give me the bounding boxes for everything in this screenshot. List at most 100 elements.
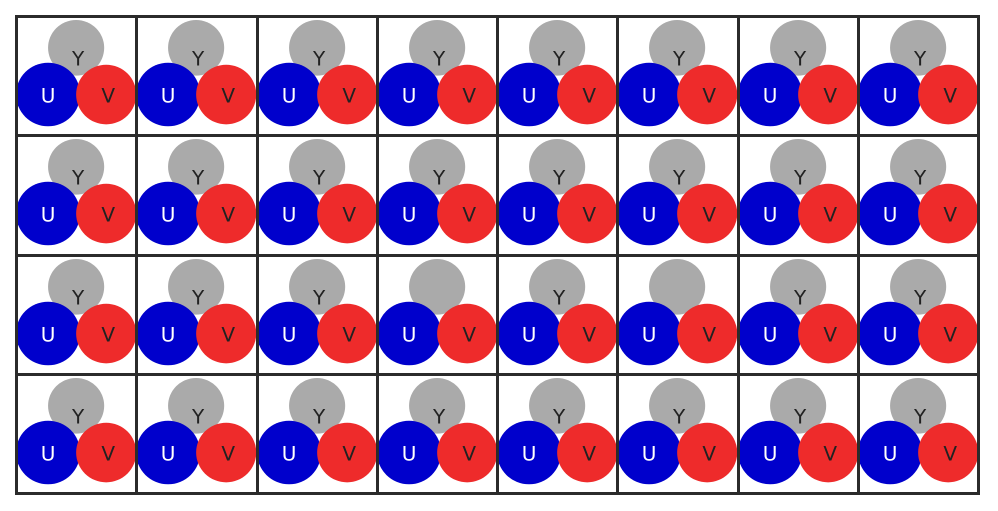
v-circle <box>316 422 376 483</box>
y-label: Y <box>312 285 326 309</box>
v-circle <box>76 422 136 483</box>
v-circle <box>196 183 256 244</box>
u-label: U <box>41 203 56 227</box>
v-label: V <box>342 203 356 227</box>
y-circle <box>408 19 465 76</box>
y-label: Y <box>71 285 85 309</box>
u-circle <box>258 301 321 365</box>
y-label: Y <box>793 47 807 71</box>
yuv-diagram: YU V <box>18 19 136 127</box>
yuv-diagram: YU V <box>859 19 977 127</box>
y-label: Y <box>672 166 686 190</box>
yuv-diagram: YU V <box>619 377 737 485</box>
u-circle <box>619 301 682 365</box>
v-label: V <box>703 322 717 346</box>
u-label: U <box>642 322 657 346</box>
v-label: V <box>101 322 115 346</box>
v-circle <box>76 64 136 125</box>
u-circle <box>739 301 802 365</box>
u-label: U <box>161 84 176 108</box>
v-circle <box>677 64 737 125</box>
u-circle <box>619 420 682 485</box>
y-label: Y <box>552 47 566 71</box>
y-label: Y <box>913 47 927 71</box>
u-label: U <box>522 322 537 346</box>
y-circle <box>769 19 826 76</box>
v-label: V <box>462 322 476 346</box>
y-circle <box>288 19 345 76</box>
yuv-diagram: YU V <box>619 19 737 127</box>
v-label: V <box>943 84 957 108</box>
v-label: V <box>101 203 115 227</box>
u-label: U <box>401 203 416 227</box>
u-label: U <box>161 203 176 227</box>
y-circle <box>649 258 706 315</box>
y-circle <box>48 377 105 434</box>
y-label: Y <box>71 405 85 429</box>
y-label: Y <box>312 166 326 190</box>
u-label: U <box>281 84 296 108</box>
y-circle <box>769 139 826 195</box>
u-circle <box>619 62 682 127</box>
v-label: V <box>222 203 236 227</box>
v-label: V <box>222 84 236 108</box>
v-circle <box>677 422 737 483</box>
v-circle <box>917 422 977 483</box>
v-label: V <box>943 441 957 465</box>
v-circle <box>797 183 857 244</box>
u-label: U <box>762 84 777 108</box>
yuv-diagram: YU V <box>258 139 376 246</box>
v-circle <box>677 183 737 244</box>
v-circle <box>557 422 617 483</box>
y-circle <box>889 258 946 315</box>
y-circle <box>48 139 105 195</box>
y-circle <box>168 139 225 195</box>
v-label: V <box>703 203 717 227</box>
yuv-diagram: YU V <box>378 377 496 485</box>
u-circle <box>258 420 321 485</box>
u-label: U <box>41 322 56 346</box>
y-circle <box>529 377 586 434</box>
v-circle <box>436 422 496 483</box>
v-circle <box>917 64 977 125</box>
u-circle <box>378 62 441 127</box>
u-circle <box>739 62 802 127</box>
yuv-diagram: YU V <box>739 377 857 485</box>
yuv-diagram: YU V <box>499 19 617 127</box>
v-circle <box>196 422 256 483</box>
yuv-diagram: YU V <box>378 19 496 127</box>
v-label: V <box>342 322 356 346</box>
u-label: U <box>882 441 897 465</box>
u-label: U <box>882 84 897 108</box>
v-label: V <box>462 441 476 465</box>
yuv-diagram: YU V <box>499 139 617 246</box>
y-label: Y <box>432 405 446 429</box>
v-label: V <box>342 84 356 108</box>
y-label: Y <box>913 285 927 309</box>
v-circle <box>797 64 857 125</box>
u-circle <box>499 181 562 246</box>
y-circle <box>769 258 826 315</box>
v-circle <box>76 303 136 363</box>
v-circle <box>196 303 256 363</box>
y-circle <box>168 377 225 434</box>
u-circle <box>258 62 321 127</box>
y-circle <box>168 258 225 315</box>
yuv-diagram: YU V <box>18 139 136 246</box>
v-label: V <box>582 203 596 227</box>
y-circle <box>889 139 946 195</box>
